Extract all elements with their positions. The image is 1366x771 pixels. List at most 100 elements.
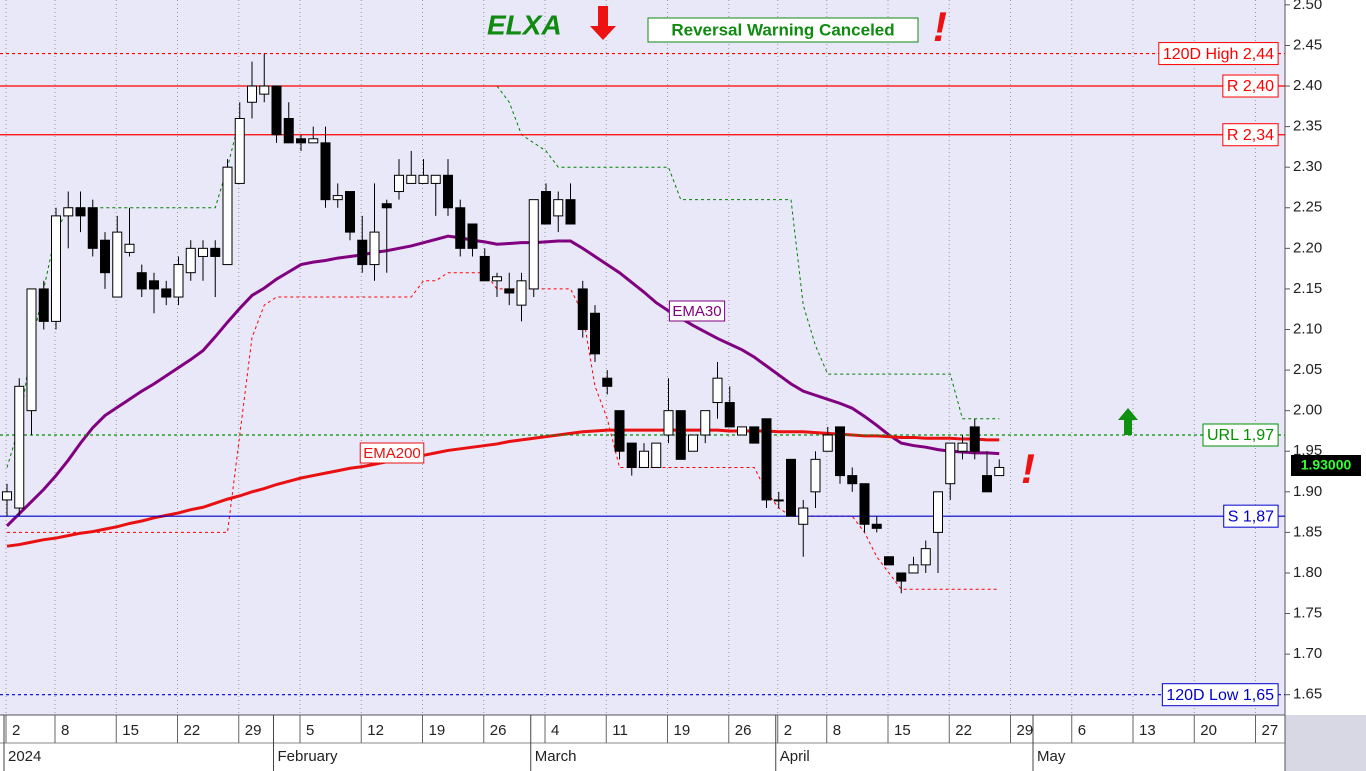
period-label: 2024 (8, 748, 41, 765)
candle-body (418, 174, 429, 184)
candle-body (700, 410, 711, 436)
x-tick-label: 2 (12, 722, 20, 739)
candle-body (737, 426, 747, 436)
candle-body (149, 280, 159, 290)
candle-body (553, 199, 564, 217)
y-tick-label: 1.90 (1293, 483, 1322, 500)
x-tick-label: 19 (429, 722, 446, 739)
candle-body (920, 548, 931, 566)
candle-body (136, 272, 147, 290)
y-tick-label: 2.50 (1293, 0, 1322, 13)
x-tick-label: 8 (833, 722, 841, 739)
candle-body (63, 207, 74, 217)
x-tick-label: 26 (490, 722, 507, 739)
level-label: R 2,34 (1227, 127, 1274, 144)
y-tick-label: 1.75 (1293, 605, 1322, 622)
level-label: R 2,40 (1227, 78, 1274, 95)
indicator-line (6, 428, 1000, 548)
y-tick-label: 2.10 (1293, 320, 1322, 337)
candle-body (161, 288, 172, 298)
candle-body (185, 247, 196, 274)
candle-body (982, 475, 992, 493)
y-tick-label: 2.35 (1293, 118, 1322, 135)
candle-body (479, 255, 490, 282)
indicator-line (6, 85, 1000, 468)
period-label: May (1037, 748, 1066, 765)
candle-body (712, 377, 723, 404)
signal: ! (933, 3, 947, 50)
x-tick-label: 29 (1017, 722, 1034, 739)
candle-body (626, 442, 637, 468)
candle-body (859, 483, 870, 525)
candle-body (332, 195, 343, 201)
candle-body (259, 85, 270, 95)
indicator-line (5, 234, 1000, 527)
candle-body (884, 556, 894, 566)
candle-body (124, 243, 135, 253)
y-tick-label: 1.70 (1293, 645, 1322, 662)
x-tick-label: 11 (612, 722, 628, 739)
level-label-box (1161, 683, 1279, 707)
down-arrow (590, 6, 616, 40)
candle-body (308, 138, 319, 144)
candle-body (198, 247, 208, 257)
candle-body (749, 426, 760, 444)
series-label: EMA30 (672, 303, 721, 320)
x-tick-label: 6 (1078, 722, 1086, 739)
candle-body (602, 377, 613, 387)
last-price: 1.93000 (1301, 457, 1352, 473)
candle-body (969, 426, 980, 452)
candle-body (283, 117, 294, 144)
candle-body (541, 191, 551, 225)
candle-body (455, 207, 466, 249)
level-label: S 1,87 (1228, 508, 1274, 525)
candle-body (822, 434, 833, 452)
candles (2, 53, 1005, 594)
candle-body (639, 450, 649, 468)
y-tick-label: 1.85 (1293, 523, 1322, 540)
x-tick-label: 19 (674, 722, 691, 739)
y-tick-label: 2.45 (1293, 36, 1322, 53)
candle-body (271, 85, 282, 136)
candle-body (492, 276, 502, 282)
candle-body (724, 402, 735, 428)
candle-body (75, 207, 86, 217)
y-tick-label: 2.20 (1293, 239, 1322, 256)
candle-body (112, 231, 123, 298)
levels (0, 52, 1285, 696)
series-label: EMA200 (363, 445, 421, 462)
x-tick-label: 8 (61, 722, 69, 739)
period-label: February (278, 748, 339, 765)
candle-body (810, 458, 821, 493)
candle-body (798, 507, 809, 525)
level-label-box (1202, 423, 1279, 447)
candle-body (381, 203, 392, 209)
candle-body (369, 231, 380, 266)
candle-body (933, 491, 943, 533)
candle-body (100, 239, 110, 274)
annotation-box (647, 17, 919, 43)
x-tick-label: 22 (955, 722, 972, 739)
candle-body (2, 491, 12, 501)
y-tick-label: 2.30 (1293, 158, 1322, 175)
y-tick-label: 1.65 (1293, 686, 1322, 703)
level-label: 120D Low 1,65 (1166, 687, 1274, 704)
candle-body (38, 288, 49, 322)
candle-body (516, 280, 527, 306)
candle-body (406, 174, 417, 184)
candle-body (773, 499, 784, 502)
candle-body (87, 207, 98, 249)
candle-body (467, 223, 478, 249)
candle-body (663, 410, 674, 436)
candle-body (394, 174, 404, 193)
y-tick-label: 1.95 (1293, 442, 1322, 459)
period-label: March (535, 748, 577, 765)
x-tick-label: 4 (551, 722, 559, 739)
candle-body (504, 288, 515, 294)
candle-body (443, 174, 453, 209)
x-tick-label: 15 (122, 722, 139, 739)
candle-body (247, 85, 257, 103)
x-tick-label: 20 (1200, 722, 1217, 739)
candle-body (14, 385, 25, 509)
